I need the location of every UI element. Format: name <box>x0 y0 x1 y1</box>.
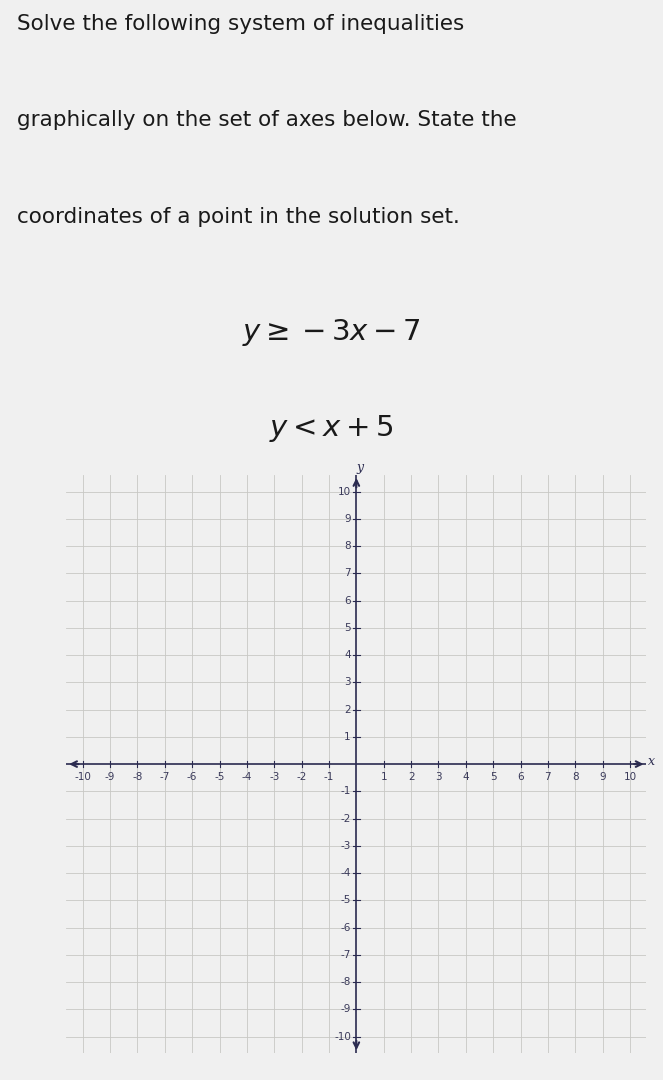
Text: -3: -3 <box>269 772 280 782</box>
Text: 4: 4 <box>463 772 469 782</box>
Text: x: x <box>648 755 655 768</box>
Text: 3: 3 <box>344 677 351 687</box>
Text: -9: -9 <box>105 772 115 782</box>
Text: $y < x + 5$: $y < x + 5$ <box>269 413 394 444</box>
Text: -6: -6 <box>341 922 351 933</box>
Text: -2: -2 <box>341 813 351 824</box>
Text: -8: -8 <box>132 772 143 782</box>
Text: -1: -1 <box>324 772 334 782</box>
Text: 2: 2 <box>344 704 351 715</box>
Text: -10: -10 <box>334 1031 351 1041</box>
Text: 10: 10 <box>623 772 636 782</box>
Text: 6: 6 <box>517 772 524 782</box>
Text: 5: 5 <box>344 623 351 633</box>
Text: 8: 8 <box>572 772 579 782</box>
Text: 2: 2 <box>408 772 414 782</box>
Text: -7: -7 <box>160 772 170 782</box>
Text: Solve the following system of inequalities: Solve the following system of inequaliti… <box>17 14 464 33</box>
Text: 4: 4 <box>344 650 351 660</box>
Text: -5: -5 <box>214 772 225 782</box>
Text: graphically on the set of axes below. State the: graphically on the set of axes below. St… <box>17 110 516 131</box>
Text: 1: 1 <box>381 772 387 782</box>
Text: -9: -9 <box>341 1004 351 1014</box>
Text: 9: 9 <box>344 514 351 524</box>
Text: 7: 7 <box>344 568 351 578</box>
Text: y: y <box>357 461 364 474</box>
Text: 9: 9 <box>599 772 606 782</box>
Text: 3: 3 <box>435 772 442 782</box>
Text: 7: 7 <box>544 772 551 782</box>
Text: -7: -7 <box>341 950 351 960</box>
Text: 5: 5 <box>490 772 497 782</box>
Text: -6: -6 <box>187 772 198 782</box>
Text: 1: 1 <box>344 732 351 742</box>
Text: -10: -10 <box>74 772 91 782</box>
Text: 6: 6 <box>344 595 351 606</box>
Text: coordinates of a point in the solution set.: coordinates of a point in the solution s… <box>17 206 459 227</box>
Text: -5: -5 <box>341 895 351 905</box>
Text: $y \geq -3x - 7$: $y \geq -3x - 7$ <box>242 316 421 348</box>
Text: 8: 8 <box>344 541 351 551</box>
Text: -2: -2 <box>296 772 307 782</box>
Text: -4: -4 <box>341 868 351 878</box>
Text: -1: -1 <box>341 786 351 796</box>
Text: -3: -3 <box>341 841 351 851</box>
Text: 10: 10 <box>337 487 351 497</box>
Text: -8: -8 <box>341 977 351 987</box>
Text: -4: -4 <box>242 772 252 782</box>
